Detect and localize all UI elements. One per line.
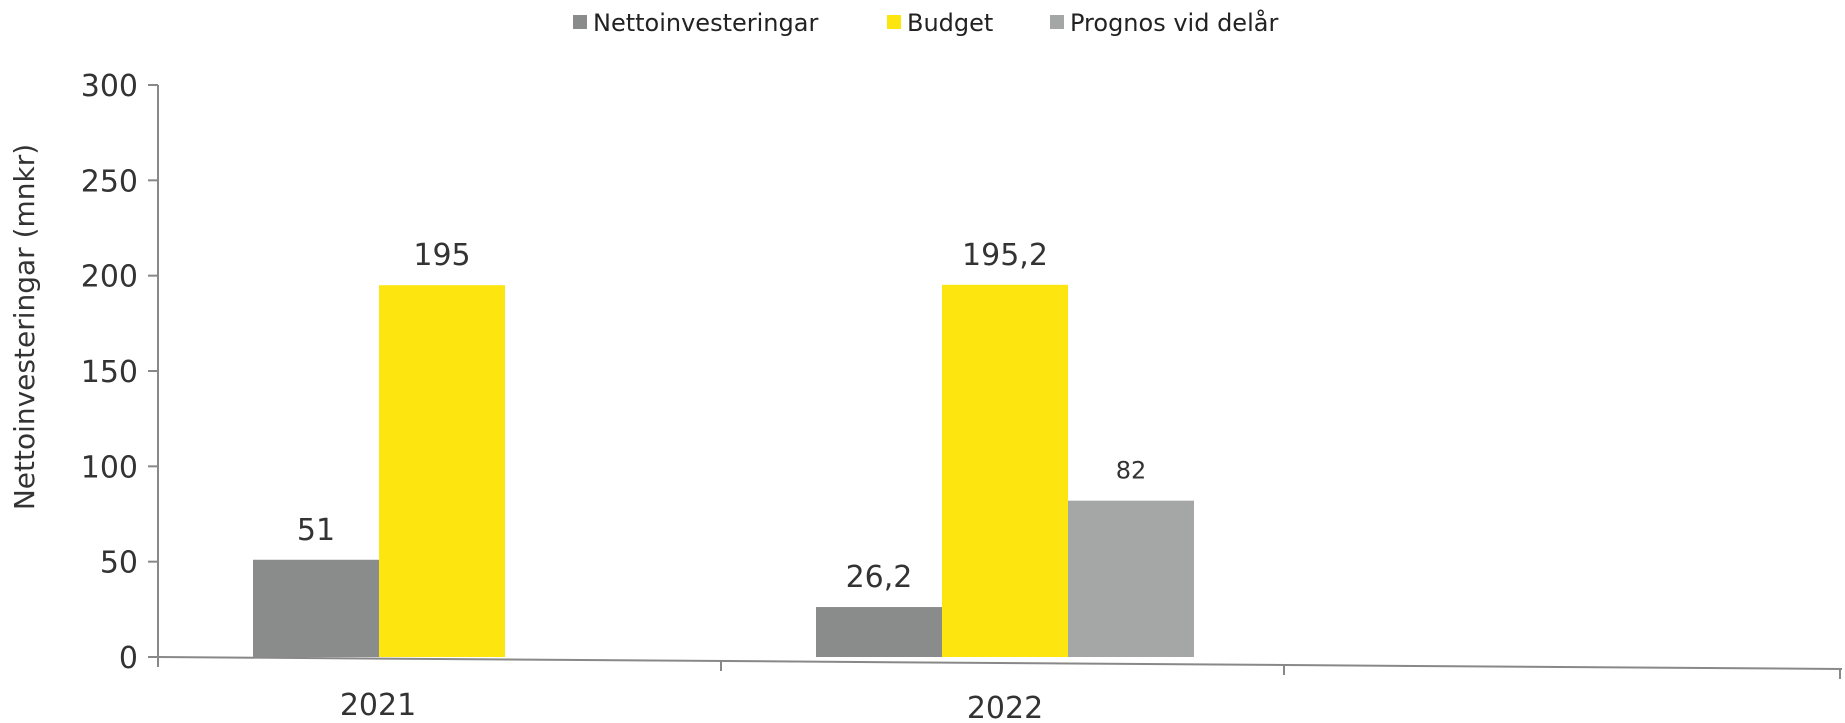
y-tick-label: 0: [119, 641, 138, 676]
y-tick-label: 150: [81, 355, 138, 390]
data-label: 51: [297, 513, 335, 548]
legend-swatch: [1050, 15, 1064, 29]
y-tick-label: 250: [81, 164, 138, 199]
data-label: 82: [1116, 457, 1147, 485]
y-tick-label: 200: [81, 260, 138, 295]
legend-swatch: [887, 15, 901, 29]
y-tick-label: 100: [81, 450, 138, 485]
data-label: 195: [413, 238, 470, 273]
data-labels: 51 195 26,2 195,2 82: [297, 238, 1146, 595]
bar: [253, 559, 379, 657]
bars: [253, 284, 1194, 657]
data-label: 195,2: [962, 238, 1048, 273]
bar: [942, 284, 1068, 657]
data-label: 26,2: [846, 560, 913, 595]
bar: [816, 607, 942, 657]
legend: Nettoinvesteringar Budget Prognos vid delå…: [573, 8, 1278, 37]
legend-swatch: [573, 15, 587, 29]
bar: [379, 285, 505, 657]
legend-label: Nettoinvesteringar: [593, 9, 818, 37]
bar: [1068, 500, 1194, 657]
y-axis: 0 50 100 150 200 250 300: [81, 69, 159, 676]
x-axis-line: [157, 656, 1843, 670]
y-tick-label: 300: [81, 69, 138, 104]
x-tick-label: 2021: [340, 688, 416, 723]
legend-label: Prognos vid delår: [1070, 8, 1278, 37]
y-axis-title: Nettoinvesteringar (mnkr): [8, 144, 41, 510]
x-axis: 2021 2022: [157, 656, 1843, 723]
y-tick-label: 50: [100, 546, 138, 581]
x-tick-label: 2022: [967, 691, 1043, 723]
legend-label: Budget: [907, 9, 993, 37]
